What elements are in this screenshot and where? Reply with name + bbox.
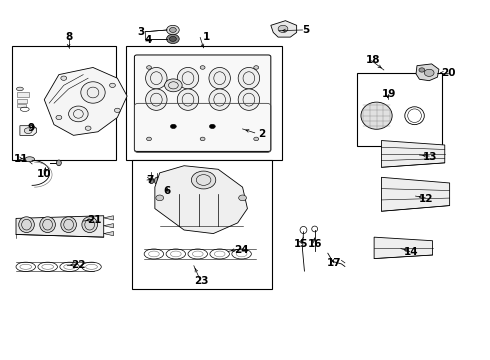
Ellipse shape <box>209 89 230 111</box>
Text: 10: 10 <box>37 168 51 179</box>
Ellipse shape <box>56 160 61 166</box>
Bar <box>17 92 29 97</box>
Text: 14: 14 <box>403 247 418 257</box>
Ellipse shape <box>147 137 151 141</box>
Text: 7: 7 <box>147 175 154 185</box>
FancyBboxPatch shape <box>134 55 271 152</box>
Polygon shape <box>20 126 36 135</box>
Ellipse shape <box>17 87 24 91</box>
Ellipse shape <box>200 66 205 69</box>
Polygon shape <box>381 177 450 211</box>
Text: 17: 17 <box>326 258 341 268</box>
Text: 6: 6 <box>164 186 171 197</box>
Text: 21: 21 <box>87 215 101 225</box>
Ellipse shape <box>61 217 76 233</box>
Polygon shape <box>104 216 114 220</box>
Ellipse shape <box>238 89 260 111</box>
Ellipse shape <box>146 89 167 111</box>
Bar <box>17 99 27 103</box>
Ellipse shape <box>149 178 154 184</box>
Ellipse shape <box>115 108 120 112</box>
Text: 20: 20 <box>441 68 456 78</box>
Ellipse shape <box>167 34 179 44</box>
Text: 12: 12 <box>419 194 434 203</box>
Ellipse shape <box>209 124 215 129</box>
Text: 16: 16 <box>307 239 322 249</box>
Ellipse shape <box>238 67 260 89</box>
Bar <box>12 46 116 160</box>
Polygon shape <box>104 224 114 228</box>
Ellipse shape <box>82 217 98 233</box>
Polygon shape <box>271 21 296 37</box>
Text: 23: 23 <box>194 276 208 286</box>
Text: 3: 3 <box>138 27 145 37</box>
Bar <box>125 46 282 160</box>
Ellipse shape <box>85 126 91 130</box>
Text: 5: 5 <box>302 25 310 35</box>
Text: 11: 11 <box>14 154 28 163</box>
Text: 24: 24 <box>234 245 248 255</box>
Ellipse shape <box>154 177 160 184</box>
Ellipse shape <box>19 217 34 233</box>
Ellipse shape <box>171 124 176 129</box>
Polygon shape <box>416 64 439 81</box>
Text: 4: 4 <box>145 35 152 45</box>
Polygon shape <box>381 140 445 167</box>
Ellipse shape <box>172 189 177 194</box>
Ellipse shape <box>254 137 259 141</box>
Text: 1: 1 <box>202 32 210 42</box>
Text: 2: 2 <box>258 129 266 139</box>
Ellipse shape <box>81 82 105 103</box>
Ellipse shape <box>177 89 199 111</box>
Text: 13: 13 <box>423 152 438 162</box>
Ellipse shape <box>168 186 181 197</box>
Polygon shape <box>374 237 433 258</box>
Ellipse shape <box>170 27 176 32</box>
Ellipse shape <box>200 137 205 141</box>
Ellipse shape <box>419 68 425 72</box>
Ellipse shape <box>239 195 246 201</box>
Ellipse shape <box>156 195 164 201</box>
Ellipse shape <box>164 184 185 199</box>
Ellipse shape <box>170 36 176 41</box>
Ellipse shape <box>167 25 179 35</box>
Bar <box>170 199 233 205</box>
Ellipse shape <box>278 25 288 32</box>
Ellipse shape <box>56 115 62 120</box>
Text: 22: 22 <box>71 260 86 270</box>
Bar <box>132 160 272 289</box>
Polygon shape <box>104 231 114 236</box>
Ellipse shape <box>110 83 116 87</box>
Ellipse shape <box>146 67 167 89</box>
Text: 8: 8 <box>65 32 72 42</box>
Ellipse shape <box>165 79 182 92</box>
Text: 15: 15 <box>294 239 308 249</box>
Ellipse shape <box>147 66 151 69</box>
Ellipse shape <box>254 66 259 69</box>
Ellipse shape <box>177 67 199 89</box>
Bar <box>357 73 442 146</box>
Polygon shape <box>155 166 247 234</box>
Ellipse shape <box>361 102 392 129</box>
Text: 18: 18 <box>366 55 380 65</box>
Polygon shape <box>44 67 127 135</box>
Ellipse shape <box>40 217 55 233</box>
Ellipse shape <box>25 157 34 162</box>
Text: 19: 19 <box>382 89 396 99</box>
Ellipse shape <box>192 171 216 189</box>
Ellipse shape <box>424 69 434 76</box>
Polygon shape <box>16 216 104 237</box>
Ellipse shape <box>209 67 230 89</box>
Text: 9: 9 <box>27 123 34 133</box>
Ellipse shape <box>61 76 67 80</box>
Ellipse shape <box>24 128 32 134</box>
Ellipse shape <box>69 106 88 122</box>
Bar <box>17 104 26 108</box>
